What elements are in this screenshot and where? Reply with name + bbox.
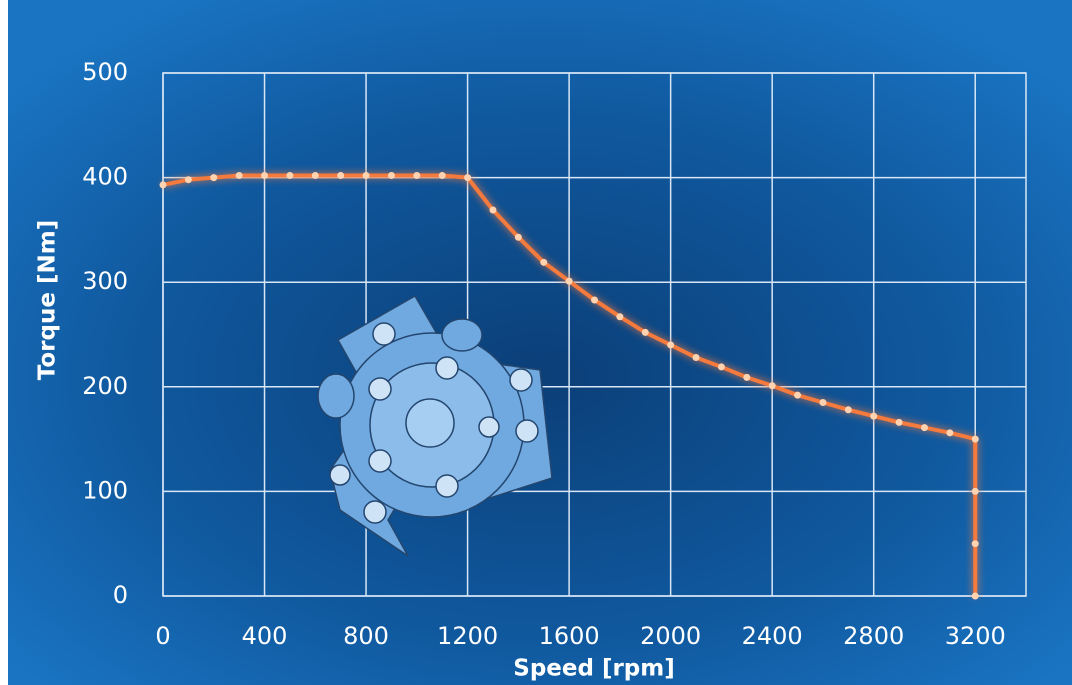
x-tick-label: 800 [343, 622, 389, 650]
data-point [971, 435, 979, 443]
y-tick-label: 100 [82, 476, 128, 504]
data-point [692, 354, 700, 362]
data-point [717, 363, 725, 371]
x-axis-title: Speed [rpm] [513, 656, 675, 682]
data-point [844, 406, 852, 414]
data-point [413, 172, 421, 180]
data-point [464, 174, 472, 182]
data-point [616, 313, 624, 321]
data-point [514, 233, 522, 241]
data-point [870, 412, 878, 420]
x-tick-label: 400 [242, 622, 288, 650]
data-point [210, 174, 218, 182]
motor-illustration [317, 294, 553, 557]
y-tick-label: 0 [113, 581, 128, 609]
data-point [489, 206, 497, 214]
x-tick-label: 2400 [742, 622, 803, 650]
x-tick-label: 1600 [539, 622, 600, 650]
data-point [261, 172, 269, 180]
data-point [819, 398, 827, 406]
data-point [438, 172, 446, 180]
x-tick-label: 0 [155, 622, 170, 650]
data-point [920, 424, 928, 432]
data-point [311, 172, 319, 180]
y-tick-label: 500 [82, 58, 128, 86]
data-point [794, 391, 802, 399]
x-tick-label: 2000 [640, 622, 701, 650]
data-point [971, 592, 979, 600]
data-point [743, 373, 751, 381]
data-point [641, 328, 649, 336]
data-point [895, 418, 903, 426]
y-axis-title: Torque [Nm] [35, 220, 61, 380]
data-point [768, 382, 776, 390]
plot [159, 172, 979, 600]
y-tick-label: 200 [82, 372, 128, 400]
x-tick-label: 3200 [945, 622, 1006, 650]
background [8, 0, 1072, 685]
data-line [162, 173, 978, 596]
data-point [565, 277, 573, 285]
data-point [337, 172, 345, 180]
data-point [667, 341, 675, 349]
y-tick-label: 400 [82, 163, 128, 191]
x-tick-label: 2800 [843, 622, 904, 650]
data-point [184, 176, 192, 184]
data-point [159, 181, 167, 189]
x-tick-label: 1200 [437, 622, 498, 650]
data-point [387, 172, 395, 180]
data-point [362, 172, 370, 180]
data-point [971, 540, 979, 548]
data-point [540, 258, 548, 266]
data-point [591, 296, 598, 304]
data-point [286, 172, 294, 180]
data-point [235, 172, 243, 180]
data-point [971, 487, 979, 495]
y-tick-label: 300 [82, 267, 128, 295]
data-point [946, 429, 954, 437]
